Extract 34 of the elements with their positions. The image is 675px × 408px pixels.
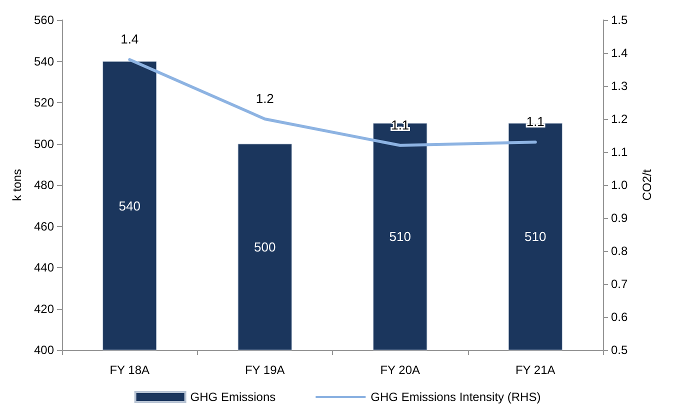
y-tick-label: 500 xyxy=(34,136,54,151)
y-tick-label: 440 xyxy=(34,260,54,274)
y2-tick-label: 1.2 xyxy=(611,112,628,126)
legend-label: GHG Emissions xyxy=(190,390,276,404)
y-axis-title: k tons xyxy=(10,168,24,202)
x-tick-label: FY 18A xyxy=(110,363,150,377)
y2-tick-label: 1.3 xyxy=(611,79,628,93)
y2-tick-label: 0.8 xyxy=(611,244,628,258)
y-tick-label: 460 xyxy=(34,219,54,234)
y-tick-label: 560 xyxy=(34,13,54,27)
data-label: 1.4 xyxy=(120,32,139,47)
data-label: 510 xyxy=(389,229,411,244)
x-tick-label: FY 21A xyxy=(515,363,556,377)
y-tick-label: 520 xyxy=(34,96,54,110)
x-tick-label: FY 19A xyxy=(244,363,285,377)
data-label: 510 xyxy=(524,229,546,244)
y-tick-label: 400 xyxy=(34,343,54,357)
y2-tick-label: 0.5 xyxy=(611,343,628,357)
y2-tick-label: 1.4 xyxy=(611,46,628,60)
y-tick-label: 540 xyxy=(34,54,54,68)
data-label: 500 xyxy=(254,240,276,254)
data-label: 1.2 xyxy=(256,91,274,106)
x-tick-label: FY 20A xyxy=(380,363,420,377)
y-tick-label: 420 xyxy=(34,302,54,316)
y2-tick-label: 1.0 xyxy=(611,178,628,192)
y2-tick-label: 1.5 xyxy=(611,13,628,27)
y2-tick-label: 0.6 xyxy=(611,310,628,324)
y2-tick-label: 0.9 xyxy=(611,211,628,225)
y-tick-label: 480 xyxy=(34,178,54,192)
data-label: 540 xyxy=(118,198,140,214)
y2-axis-title: CO2/t xyxy=(640,168,654,201)
y2-tick-label: 0.7 xyxy=(611,277,628,291)
legend-label: GHG Emissions Intensity (RHS) xyxy=(370,390,541,404)
y2-tick-label: 1.1 xyxy=(611,145,628,159)
